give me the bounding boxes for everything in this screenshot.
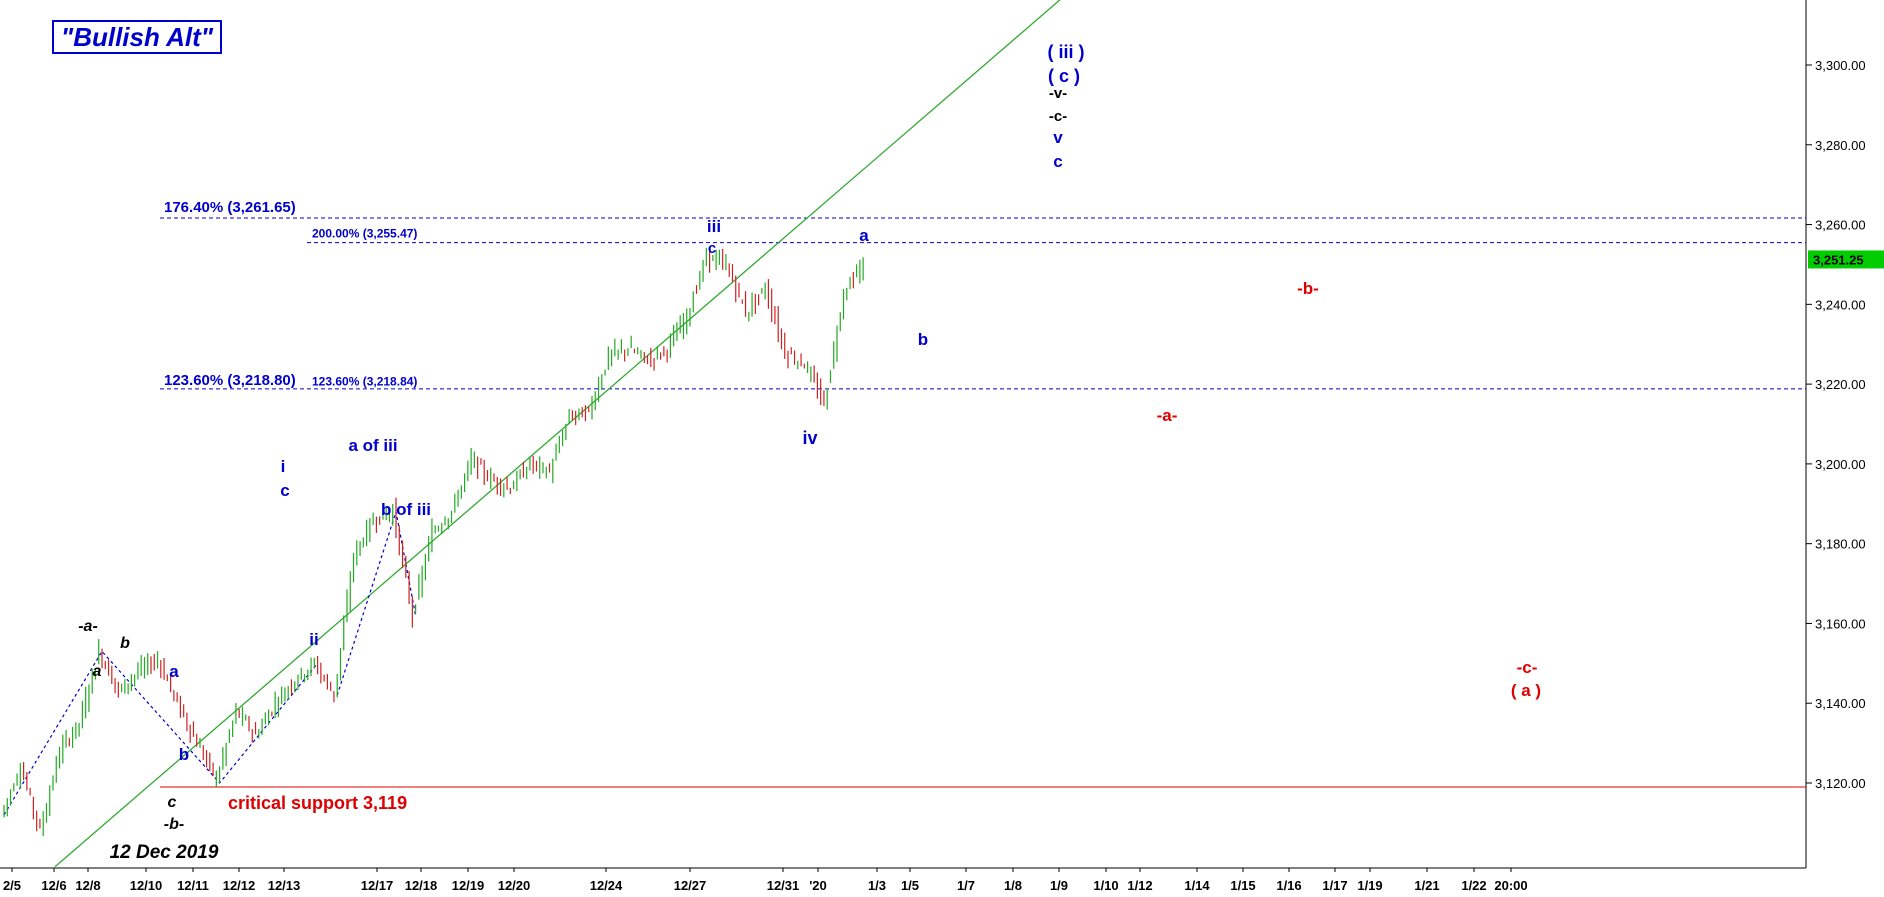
x-tick-label: 2/5 xyxy=(3,878,21,893)
wave-label: a of iii xyxy=(348,436,397,455)
wave-label: b xyxy=(120,635,130,652)
wave-label: -v- xyxy=(1049,85,1067,102)
horizontal-level-label: 123.60% (3,218.84) xyxy=(312,375,417,389)
x-tick-label: '20 xyxy=(809,878,827,893)
x-tick-label: 12/6 xyxy=(41,878,66,893)
trendline xyxy=(54,0,1061,868)
wave-label: -b- xyxy=(164,816,184,833)
x-tick-label: 1/10 xyxy=(1093,878,1118,893)
wave-label: -b- xyxy=(1297,279,1319,298)
x-tick-label: 1/16 xyxy=(1276,878,1301,893)
x-tick-label: 20:00 xyxy=(1494,878,1527,893)
wave-label: ii xyxy=(309,630,318,649)
y-tick-label: 3,200.00 xyxy=(1815,457,1866,472)
y-tick-label: 3,220.00 xyxy=(1815,377,1866,392)
wave-label: iv xyxy=(802,428,817,448)
chart-title: "Bullish Alt" xyxy=(52,20,222,54)
y-tick-label: 3,240.00 xyxy=(1815,297,1866,312)
wave-label: v xyxy=(1053,128,1063,147)
wave-label: c xyxy=(708,240,716,257)
wave-label: c xyxy=(168,794,177,811)
wave-label: ( a ) xyxy=(1511,681,1541,700)
x-tick-label: 12/8 xyxy=(75,878,100,893)
wave-label: a xyxy=(93,663,102,680)
y-tick-label: 3,120.00 xyxy=(1815,776,1866,791)
wave-label: -c- xyxy=(1049,108,1067,125)
x-tick-label: 1/8 xyxy=(1004,878,1022,893)
x-tick-label: 12/19 xyxy=(452,878,485,893)
horizontal-level-label: critical support 3,119 xyxy=(228,793,407,813)
x-tick-label: 12/31 xyxy=(767,878,800,893)
wave-connector xyxy=(336,511,417,696)
wave-label: b xyxy=(918,330,928,349)
x-tick-label: 12/17 xyxy=(361,878,394,893)
price-bars xyxy=(3,247,864,837)
x-tick-label: 12/11 xyxy=(177,878,209,893)
y-tick-label: 3,140.00 xyxy=(1815,696,1866,711)
wave-label: -a- xyxy=(78,618,98,635)
wave-label: iii xyxy=(707,217,721,236)
x-tick-label: 1/12 xyxy=(1127,878,1152,893)
y-tick-label: 3,280.00 xyxy=(1815,138,1866,153)
horizontal-level-label: 123.60% (3,218.80) xyxy=(164,372,296,389)
last-price-badge xyxy=(1808,250,1884,269)
x-tick-label: 12/27 xyxy=(674,878,707,893)
horizontal-level-label: 176.40% (3,261.65) xyxy=(164,199,296,216)
y-tick-label: 3,300.00 xyxy=(1815,58,1866,73)
x-tick-label: 1/14 xyxy=(1184,878,1210,893)
wave-label: b xyxy=(179,745,189,764)
x-tick-label: 12/18 xyxy=(405,878,438,893)
wave-label: c xyxy=(1053,152,1062,171)
x-tick-label: 1/3 xyxy=(868,878,886,893)
y-tick-label: 3,180.00 xyxy=(1815,537,1866,552)
x-tick-label: 1/15 xyxy=(1230,878,1255,893)
wave-label: i xyxy=(281,457,286,476)
wave-label: ( c ) xyxy=(1048,66,1080,86)
x-tick-label: 1/9 xyxy=(1050,878,1068,893)
x-tick-label: 1/21 xyxy=(1414,878,1439,893)
wave-label: 12 Dec 2019 xyxy=(110,842,219,863)
x-tick-label: 1/22 xyxy=(1461,878,1486,893)
horizontal-level-label: 200.00% (3,255.47) xyxy=(312,227,417,241)
wave-label: a xyxy=(859,226,869,245)
wave-label: -c- xyxy=(1517,658,1538,677)
wave-label: b of iii xyxy=(381,500,431,519)
wave-label: ( iii ) xyxy=(1048,42,1085,62)
wave-label: c xyxy=(280,481,289,500)
wave-label: a xyxy=(169,662,179,681)
x-tick-label: 1/19 xyxy=(1357,878,1382,893)
last-price-label: 3,251.25 xyxy=(1813,252,1864,267)
y-tick-label: 3,260.00 xyxy=(1815,218,1866,233)
x-tick-label: 12/24 xyxy=(590,878,623,893)
y-tick-label: 3,160.00 xyxy=(1815,616,1866,631)
x-tick-label: 12/10 xyxy=(130,878,163,893)
x-tick-label: 1/7 xyxy=(957,878,975,893)
x-tick-label: 1/5 xyxy=(901,878,919,893)
x-tick-label: 12/12 xyxy=(223,878,256,893)
x-tick-label: 12/20 xyxy=(498,878,531,893)
wave-label: -a- xyxy=(1157,406,1178,425)
x-tick-label: 1/17 xyxy=(1322,878,1347,893)
x-tick-label: 12/13 xyxy=(268,878,301,893)
